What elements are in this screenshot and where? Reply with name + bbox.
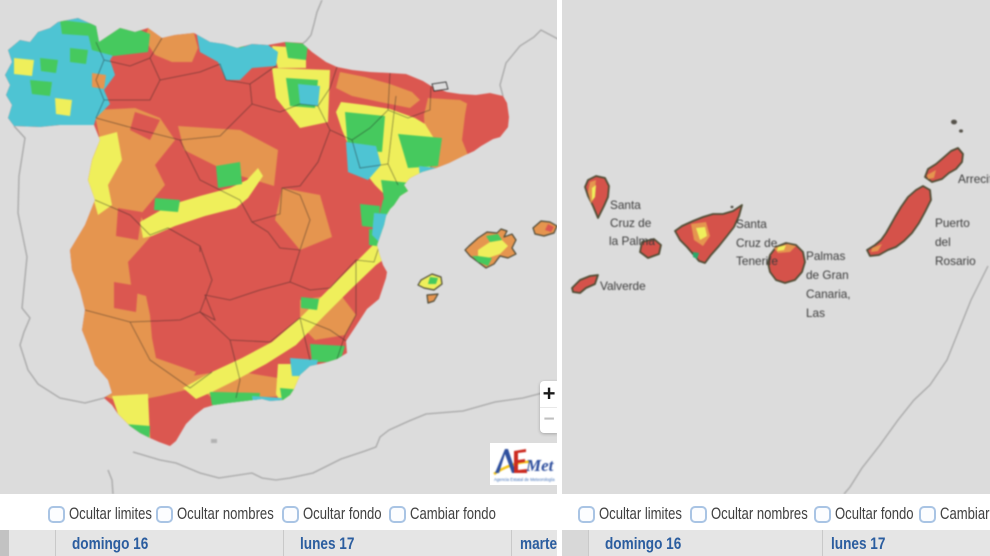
svg-text:Met: Met [525, 456, 555, 475]
svg-text:Santa: Santa [610, 198, 641, 212]
svg-text:Santa: Santa [736, 217, 767, 231]
svg-text:Cruz de: Cruz de [610, 216, 652, 230]
svg-text:del: del [935, 235, 951, 249]
svg-text:Arrecife: Arrecife [958, 172, 990, 186]
svg-text:Palmas: Palmas [806, 249, 845, 263]
svg-text:la Palma: la Palma [609, 234, 655, 248]
svg-text:Agencia Estatal de Meteorologí: Agencia Estatal de Meteorología [494, 477, 555, 482]
svg-text:de Gran: de Gran [806, 268, 849, 282]
svg-text:Las: Las [806, 306, 825, 320]
svg-text:Rosario: Rosario [935, 254, 976, 268]
svg-text:Tenerife: Tenerife [736, 254, 778, 268]
svg-text:Puerto: Puerto [935, 216, 970, 230]
svg-text:Cruz de: Cruz de [736, 236, 778, 250]
svg-text:Canaria,: Canaria, [806, 287, 851, 301]
svg-text:Valverde: Valverde [600, 279, 646, 293]
